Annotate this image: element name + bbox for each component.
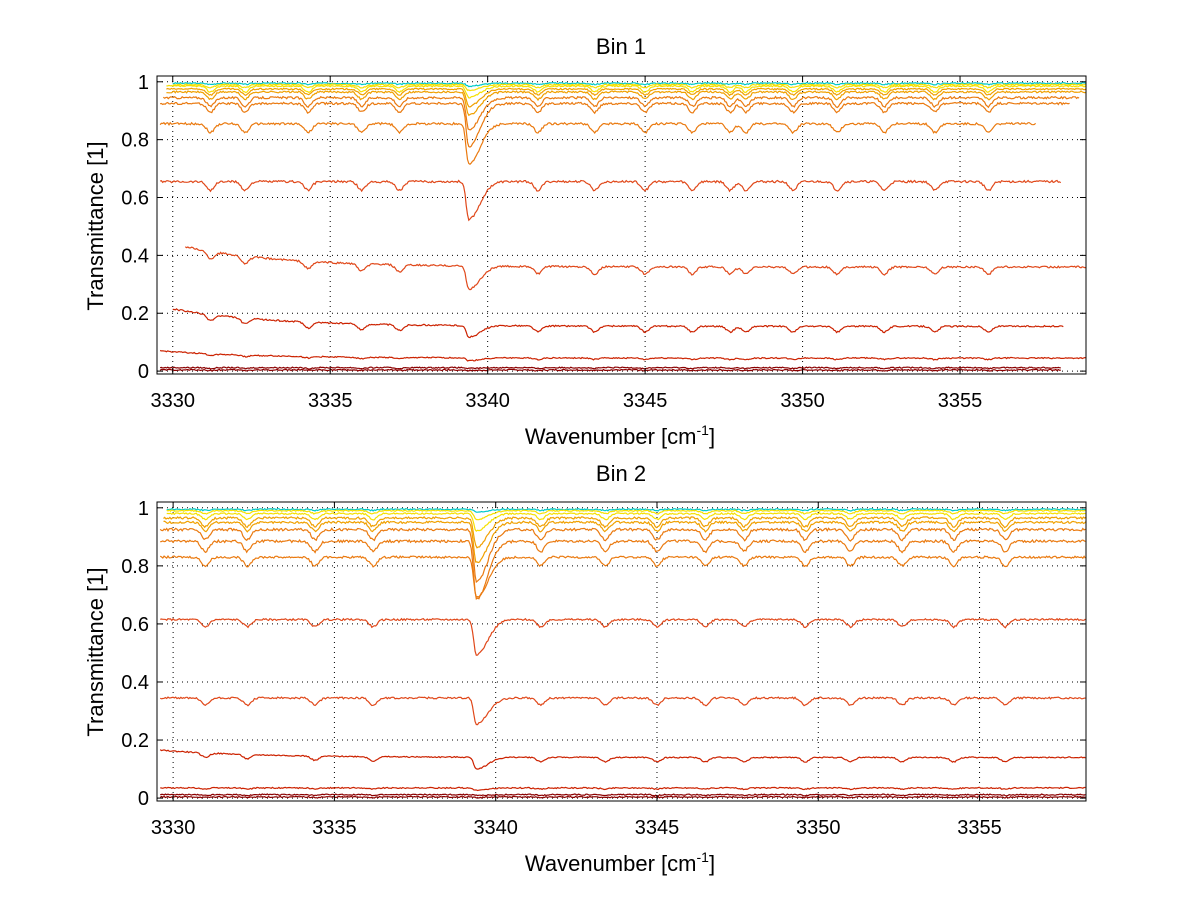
x-tick-label: 3340 (473, 817, 518, 839)
panel-bin-1: Bin 1 3330 3335 3340 3345 3350 3355 0 0.2 0.4 0.… (83, 34, 1087, 449)
x-tick-label: 3345 (623, 390, 668, 412)
y-axis-label: Transmittance [1] (83, 567, 108, 736)
x-tick-label: 3350 (780, 390, 825, 412)
x-ticks: 3330 3335 3340 3345 3350 3355 (150, 76, 982, 412)
x-tick-label: 3330 (151, 817, 196, 839)
chart-title: Bin 2 (596, 461, 646, 486)
x-axis-label: Wavenumber [cm-1] (525, 422, 715, 449)
x-axis-label-close: ] (709, 424, 715, 449)
series-line (159, 121, 1037, 165)
panel-bin-2: Bin 2 3330 3335 3340 3345 3350 3355 0 0.2 0.4 0.… (83, 461, 1087, 876)
x-axis-label-main: Wavenumber [cm (525, 424, 697, 449)
x-tick-label: 3340 (465, 390, 510, 412)
y-tick-label: 0 (138, 361, 149, 383)
y-tick-label: 0.2 (121, 303, 149, 325)
series-line (163, 520, 1087, 564)
y-tick-label: 0.6 (121, 188, 149, 210)
x-axis-label: Wavenumber [cm-1] (525, 849, 715, 876)
plot-area-frame (156, 75, 1087, 375)
x-tick-label: 3335 (312, 817, 357, 839)
x-tick-label: 3335 (308, 390, 353, 412)
y-tick-label: 0.4 (121, 245, 149, 267)
y-axis-label: Transmittance [1] (83, 141, 108, 310)
x-ticks: 3330 3335 3340 3345 3350 3355 (151, 502, 1002, 839)
series-line (159, 368, 1061, 372)
series-line (166, 84, 1087, 99)
series-group (159, 507, 1087, 799)
series-group (159, 81, 1087, 372)
series-line (159, 349, 1087, 362)
series-line (166, 509, 1086, 521)
series-line (172, 308, 1064, 339)
y-tick-label: 0.8 (121, 556, 149, 578)
series-line (184, 246, 1086, 291)
plot-area-frame (156, 501, 1087, 802)
x-tick-label: 3355 (957, 817, 1002, 839)
y-tick-label: 0 (138, 788, 149, 810)
series-line (159, 795, 1086, 799)
x-axis-label-main: Wavenumber [cm (525, 851, 697, 876)
x-axis-label-close: ] (709, 851, 715, 876)
x-tick-label: 3355 (938, 390, 983, 412)
series-line (159, 527, 1086, 584)
x-tick-label: 3345 (635, 817, 680, 839)
y-ticks: 0 0.2 0.4 0.6 0.8 1 (121, 72, 1086, 383)
y-ticks: 0 0.2 0.4 0.6 0.8 1 (121, 498, 1086, 810)
x-tick-label: 3330 (150, 390, 195, 412)
series-line (166, 507, 1086, 513)
chart-title: Bin 1 (596, 34, 646, 59)
series-line (160, 101, 1070, 148)
series-line (159, 555, 1086, 598)
series-line (159, 366, 1061, 370)
series-line (160, 538, 1086, 600)
series-line (160, 793, 1086, 797)
series-line (172, 83, 1087, 92)
x-axis-label-superscript: -1 (697, 849, 710, 865)
y-tick-label: 1 (138, 498, 149, 520)
series-line (159, 749, 1086, 770)
series-line (159, 696, 1086, 726)
series-line (159, 179, 1062, 222)
series-line (160, 786, 1086, 792)
y-tick-label: 0.8 (121, 130, 149, 152)
grid-group (157, 76, 1086, 374)
y-tick-label: 0.4 (121, 672, 149, 694)
y-tick-label: 0.2 (121, 730, 149, 752)
series-line (166, 90, 1087, 117)
series-line (172, 81, 1087, 88)
series-line (163, 516, 1087, 549)
series-line (166, 512, 1086, 532)
series-line (160, 617, 1086, 656)
y-tick-label: 0.6 (121, 614, 149, 636)
x-axis-label-superscript: -1 (697, 422, 710, 438)
x-tick-label: 3350 (796, 817, 841, 839)
series-line (162, 95, 1080, 131)
series-line (166, 87, 1087, 108)
y-tick-label: 1 (138, 72, 149, 94)
